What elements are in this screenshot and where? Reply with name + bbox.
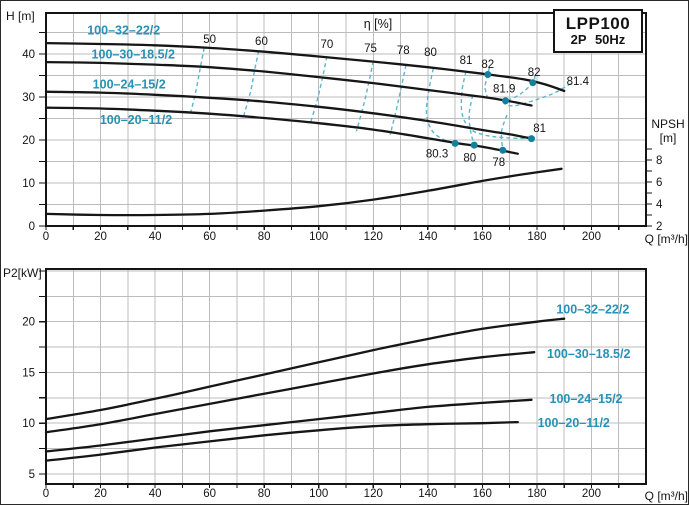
y-tick-label: 40	[22, 49, 35, 61]
x-tick-label: 120	[364, 231, 383, 243]
efficiency-dot	[527, 135, 535, 143]
x-tick-label: 0	[43, 231, 49, 243]
x-tick-label: 160	[473, 231, 492, 243]
y-axis-title: H [m]	[6, 9, 35, 23]
efficiency-value-label: 80	[424, 47, 437, 59]
efficiency-contour-60	[243, 50, 260, 117]
pump-model-label: 100–30–18.5/2	[547, 347, 630, 361]
x-tick-label: 120	[364, 488, 383, 500]
efficiency-dot	[499, 146, 507, 154]
curve-100-32-22-2	[44, 41, 566, 93]
pump-model-label: 100–32–22/2	[556, 303, 629, 317]
efficiency-value-label: 81.9	[493, 84, 515, 96]
curve-100-30-18-5-2	[44, 351, 536, 434]
efficiency-dot	[451, 139, 459, 147]
y-tick-label: 30	[22, 92, 35, 104]
x-tick-label: 20	[94, 231, 107, 243]
y-axis-title: P2[kW]	[3, 266, 42, 280]
npsh-axis-title: NPSH	[651, 117, 684, 131]
x-tick-label: 200	[582, 488, 601, 500]
efficiency-contour-70	[309, 56, 328, 123]
hq-npsh-chart: 0 20 40 60 80 100 120 140 160 180 200 0 10 20 30 40 8 6 4 2…	[6, 9, 688, 246]
efficiency-axis-title: η [%]	[364, 17, 393, 31]
curve-100-32-22-2	[44, 317, 566, 421]
x-tick-label: 60	[203, 231, 216, 243]
x-tick-label: 20	[94, 488, 107, 500]
y-tick-label: 20	[22, 135, 35, 147]
x-tick-label: 180	[527, 488, 546, 500]
npsh-axis-title-units: [m]	[660, 131, 677, 145]
x-tick-label: 80	[258, 231, 271, 243]
efficiency-contour-78	[389, 64, 407, 135]
x-tick-label: 40	[149, 488, 162, 500]
x-tick-label: 200	[582, 231, 601, 243]
efficiency-value-label: 50	[203, 34, 216, 46]
npsh-tick-label: 2	[656, 221, 662, 233]
pump-model-label: 100–20–11/2	[538, 416, 610, 430]
efficiency-value-label: 75	[364, 43, 377, 55]
x-tick-label: 180	[527, 231, 546, 243]
efficiency-contour-80	[425, 68, 456, 145]
x-tick-label: 140	[418, 488, 437, 500]
y-tick-label: 0	[29, 221, 35, 233]
pump-model-label: 100–32–22/2	[87, 24, 160, 38]
pump-model-label: 100–20–11/2	[100, 113, 172, 127]
x-tick-label: 160	[473, 488, 492, 500]
x-tick-label: 0	[43, 488, 49, 500]
curve-100-24-15-2	[44, 90, 533, 140]
efficiency-value-label: 81.4	[567, 76, 590, 88]
efficiency-value-label: 80	[463, 153, 476, 165]
curve-100-30-18-5-2	[44, 60, 533, 107]
efficiency-value-label: 82	[481, 59, 494, 71]
x-axis-title: Q [m³/h]	[645, 232, 688, 246]
pump-model-label: 100–24–15/2	[550, 392, 623, 406]
curve-100-20-11-2	[44, 420, 519, 462]
efficiency-value-label: 81	[533, 123, 546, 135]
efficiency-value-label: 81	[460, 55, 473, 67]
npsh-tick-label: 6	[656, 177, 662, 189]
y-tick-label: 20	[22, 317, 35, 329]
efficiency-dot	[502, 97, 510, 105]
efficiency-contour-75	[355, 61, 374, 132]
efficiency-value-label: 80.3	[426, 149, 448, 161]
x-tick-label: 100	[309, 488, 328, 500]
efficiency-contour-82	[484, 67, 490, 98]
curve-npsh	[44, 167, 563, 217]
efficiency-value-label: 60	[255, 36, 268, 48]
efficiency-dot	[470, 141, 478, 149]
x-tick-label: 80	[258, 488, 271, 500]
efficiency-contour-50	[189, 47, 205, 114]
efficiency-value-label: 78	[397, 45, 410, 57]
efficiency-dot	[484, 71, 492, 79]
x-tick-label: 60	[203, 488, 216, 500]
x-tick-label: 40	[149, 231, 162, 243]
x-tick-label: 100	[309, 231, 328, 243]
pump-model-label: 100–24–15/2	[93, 77, 166, 91]
efficiency-value-label: 78	[492, 157, 505, 169]
x-axis-title: Q [m³/h]	[645, 489, 688, 503]
efficiency-contour-80-falling	[468, 95, 475, 146]
efficiency-dot	[529, 79, 537, 87]
model-name: LPP100	[565, 13, 631, 33]
efficiency-value-label: 70	[321, 39, 334, 51]
efficiency-contour-81-4	[503, 82, 572, 107]
model-title-box: LPP100 2P 50Hz	[553, 9, 643, 53]
p2-power-chart: 0 20 40 60 80 100 120 140 160 180 200 5 10 15 20 100–32…	[3, 266, 688, 503]
pump-model-label: 100–30–18.5/2	[92, 48, 175, 62]
curve-100-24-15-2	[44, 398, 533, 453]
y-tick-label: 10	[22, 418, 35, 430]
curve-100-20-11-2	[44, 106, 519, 155]
npsh-tick-label: 4	[656, 199, 663, 211]
efficiency-value-label: 82	[528, 67, 541, 79]
npsh-tick-label: 8	[656, 155, 662, 167]
y-tick-label: 15	[22, 367, 35, 379]
y-tick-label: 5	[29, 469, 35, 481]
model-spec: 2P 50Hz	[570, 32, 626, 48]
x-tick-label: 140	[418, 231, 437, 243]
y-tick-label: 10	[22, 178, 35, 190]
